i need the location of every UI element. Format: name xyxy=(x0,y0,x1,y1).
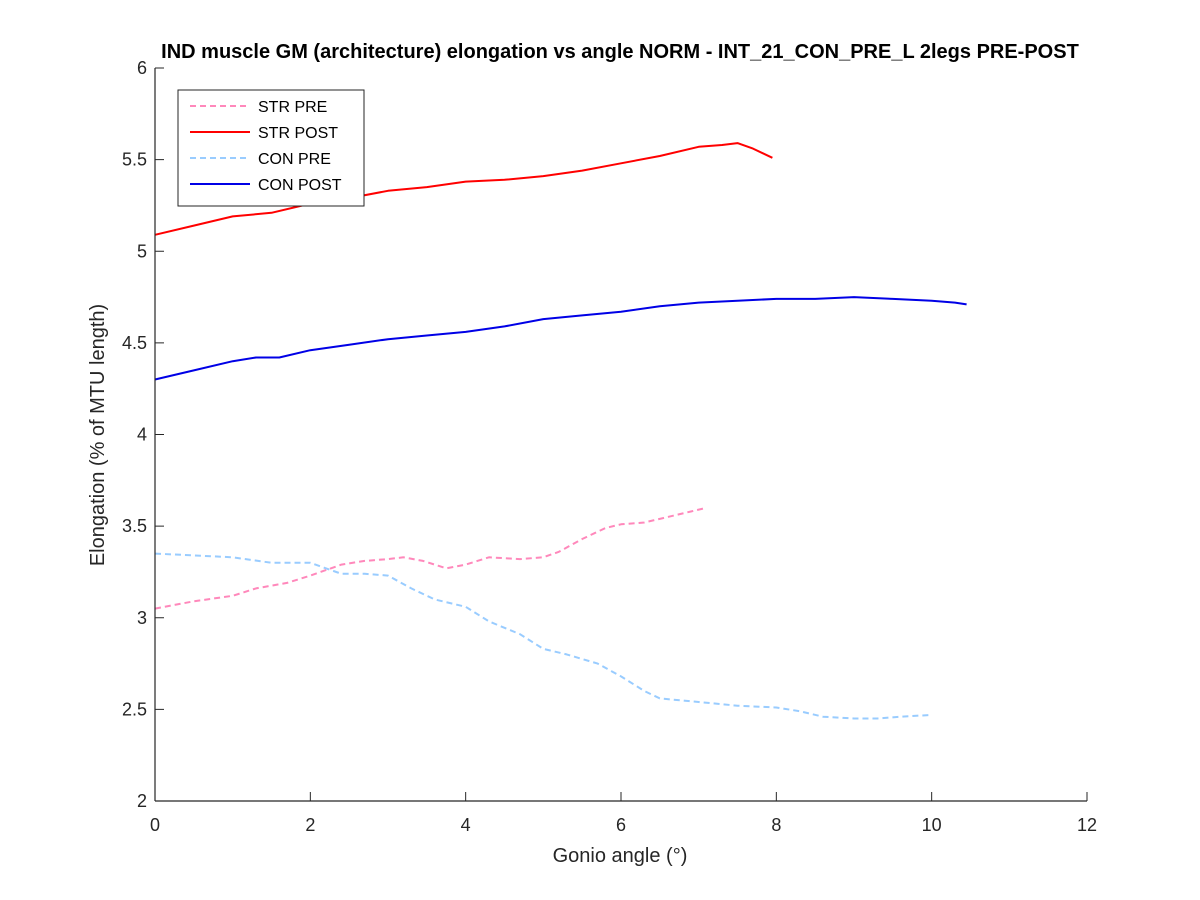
y-tick-label: 2.5 xyxy=(122,699,147,719)
x-tick-label: 4 xyxy=(461,815,471,835)
y-tick-label: 5 xyxy=(137,241,147,261)
y-tick-label: 3.5 xyxy=(122,516,147,536)
y-tick-label: 4.5 xyxy=(122,333,147,353)
series-line-str-post xyxy=(154,142,773,236)
legend-label: CON POST xyxy=(258,177,342,194)
series-line-con-pre xyxy=(154,552,932,720)
x-tick-label: 0 xyxy=(150,815,160,835)
legend: STR PRE STR POST CON PRE CON POST xyxy=(177,89,365,207)
y-tick-label: 4 xyxy=(137,425,147,445)
x-tick-label: 2 xyxy=(305,815,315,835)
x-axis-label: Gonio angle (°) xyxy=(553,845,688,867)
x-tick-label: 10 xyxy=(922,815,942,835)
legend-label: STR POST xyxy=(258,125,338,142)
x-tick-label: 12 xyxy=(1077,815,1097,835)
series-layer xyxy=(154,142,967,720)
x-tick-label: 8 xyxy=(771,815,781,835)
y-tick-label: 5.5 xyxy=(122,150,147,170)
y-tick-label: 6 xyxy=(137,58,147,78)
legend-label: STR PRE xyxy=(258,99,327,116)
y-tick-label: 2 xyxy=(137,791,147,811)
legend-label: CON PRE xyxy=(258,151,331,168)
x-tick-label: 6 xyxy=(616,815,626,835)
y-axis-label: Elongation (% of MTU length) xyxy=(87,304,109,566)
series-line-con-post xyxy=(154,296,967,381)
legend-box xyxy=(177,89,365,207)
y-tick-label: 3 xyxy=(137,608,147,628)
chart-title: IND muscle GM (architecture) elongation … xyxy=(161,41,1079,63)
